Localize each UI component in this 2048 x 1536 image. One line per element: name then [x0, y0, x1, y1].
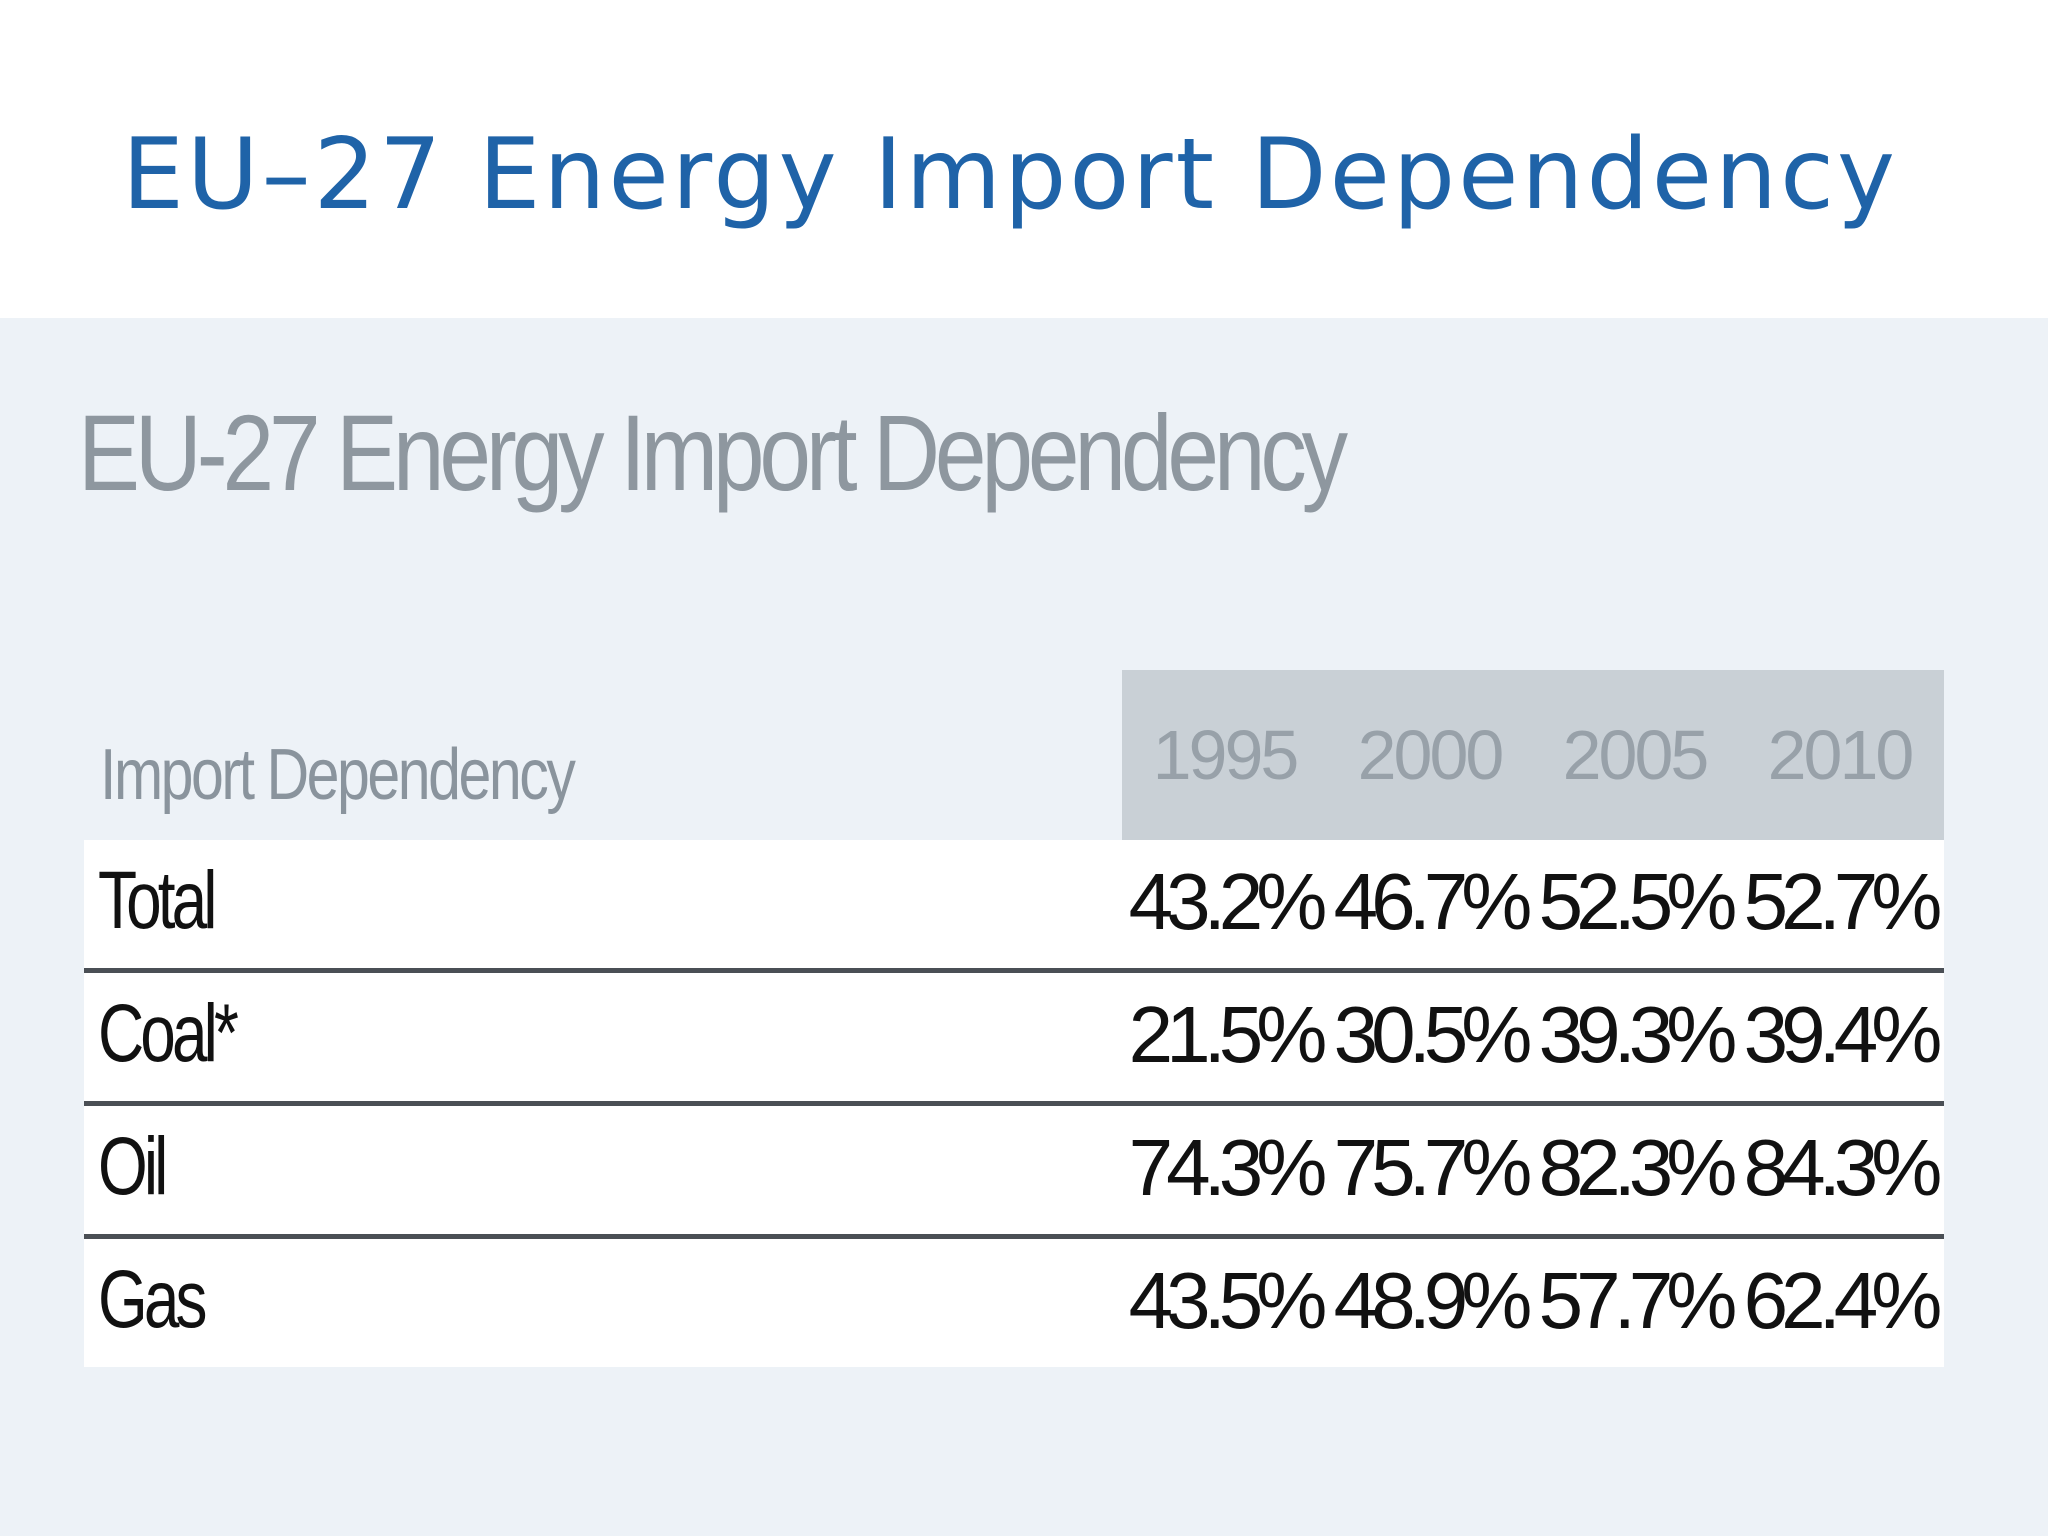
- row-label-total: Total: [98, 855, 218, 946]
- value-oil-2005: 82.3%: [1538, 1123, 1738, 1212]
- value-coal-2005: 39.3%: [1538, 990, 1738, 1079]
- row-label-coal: Coal*: [98, 988, 239, 1079]
- value-gas-1995: 43.5%: [1128, 1256, 1328, 1345]
- value-oil-1995: 74.3%: [1128, 1123, 1328, 1212]
- row-label-gas: Gas: [98, 1254, 208, 1345]
- table-title: EU-27 Energy Import Dependency: [78, 392, 1348, 513]
- table-row-total: Total 43.2% 46.7% 52.5% 52.7%: [84, 840, 1944, 973]
- value-coal-2000: 30.5%: [1333, 990, 1533, 1079]
- table-header: Import Dependency 1995 2000 2005 2010: [84, 670, 1944, 840]
- table-header-label: Import Dependency: [100, 735, 576, 815]
- dependency-table: Import Dependency 1995 2000 2005 2010 To…: [84, 670, 1944, 1367]
- value-total-2010: 52.7%: [1743, 857, 1943, 946]
- year-header-2005: 2005: [1562, 716, 1710, 794]
- table-row-coal: Coal* 21.5% 30.5% 39.3% 39.4%: [84, 973, 1944, 1106]
- year-header-band: [1122, 670, 1944, 840]
- value-total-2000: 46.7%: [1333, 857, 1533, 946]
- table-row-gas: Gas 43.5% 48.9% 57.7% 62.4%: [84, 1239, 1944, 1367]
- value-total-2005: 52.5%: [1538, 857, 1738, 946]
- value-gas-2005: 57.7%: [1538, 1256, 1738, 1345]
- value-coal-2010: 39.4%: [1743, 990, 1943, 1079]
- year-header-2000: 2000: [1357, 716, 1505, 794]
- value-oil-2000: 75.7%: [1333, 1123, 1533, 1212]
- value-total-1995: 43.2%: [1128, 857, 1328, 946]
- value-oil-2010: 84.3%: [1743, 1123, 1943, 1212]
- value-gas-2000: 48.9%: [1333, 1256, 1533, 1345]
- value-coal-1995: 21.5%: [1128, 990, 1328, 1079]
- slide-title: EU–27 Energy Import Dependency: [122, 118, 1899, 232]
- value-gas-2010: 62.4%: [1743, 1256, 1943, 1345]
- row-label-oil: Oil: [98, 1121, 168, 1212]
- table-row-oil: Oil 74.3% 75.7% 82.3% 84.3%: [84, 1106, 1944, 1239]
- embedded-table-image: EU-27 Energy Import Dependency Import De…: [0, 318, 2048, 1536]
- year-header-1995: 1995: [1152, 716, 1300, 794]
- year-header-2010: 2010: [1767, 716, 1915, 794]
